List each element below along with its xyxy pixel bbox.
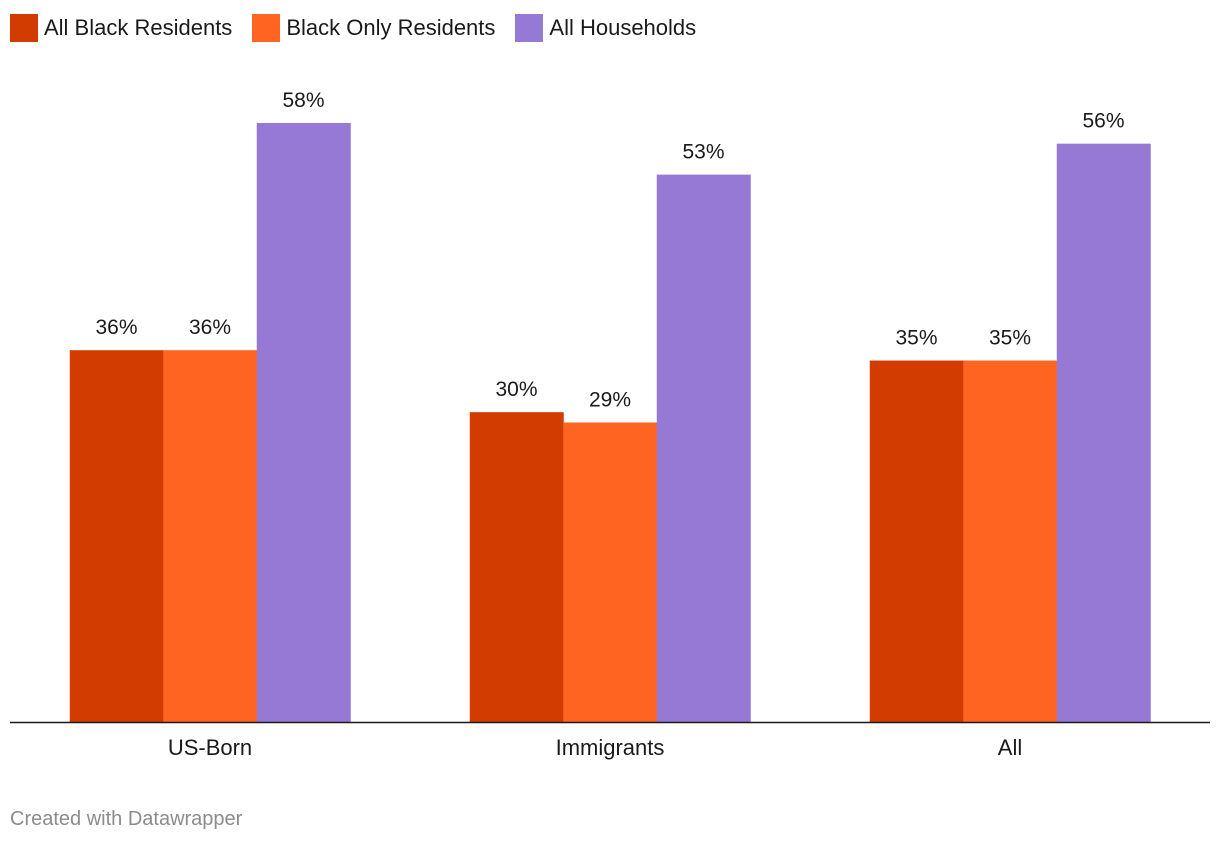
credit-text: Created with Datawrapper: [10, 808, 243, 830]
legend-item-all-households: All Households: [515, 14, 696, 42]
bar-us-born-all-black-residents: [69, 350, 164, 722]
bar-immigrants-all-households: [656, 174, 751, 722]
data-label: 29%: [589, 389, 631, 412]
data-label: 56%: [1082, 110, 1124, 133]
bar-immigrants-black-only-residents: [563, 422, 658, 722]
bar-all-black-only-residents: [963, 360, 1058, 722]
legend-swatch: [515, 14, 544, 42]
x-tick-label: US-Born: [168, 735, 252, 760]
bar-us-born-all-households: [256, 123, 351, 722]
data-label: 53%: [682, 141, 724, 164]
legend-label: All Households: [549, 15, 697, 40]
data-label: 35%: [989, 327, 1031, 350]
data-label: 35%: [895, 327, 937, 350]
data-label: 30%: [495, 378, 537, 401]
data-label: 36%: [95, 316, 137, 339]
data-label: 36%: [189, 316, 231, 339]
legend-label: All Black Residents: [44, 15, 233, 40]
bar-chart: 36% 36% 58% US-Born 30% 29% 53% Immigrants 35% 35…: [10, 89, 1210, 760]
x-tick-label: All: [998, 735, 1022, 760]
bar-immigrants-all-black-residents: [469, 412, 564, 722]
bar-all-all-black-residents: [869, 360, 964, 722]
bar-all-all-households: [1056, 143, 1151, 723]
legend-item-black-only-residents: Black Only Residents: [252, 14, 495, 42]
data-label: 58%: [282, 89, 324, 112]
legend-label: Black Only Residents: [286, 15, 496, 40]
legend-swatch: [252, 14, 281, 42]
x-tick-label: Immigrants: [556, 735, 665, 760]
legend-swatch: [10, 14, 38, 42]
legend: All Black Residents Black Only Residents…: [10, 13, 716, 43]
bar-us-born-black-only-residents: [163, 350, 258, 722]
legend-item-all-black-residents: All Black Residents: [10, 14, 232, 42]
